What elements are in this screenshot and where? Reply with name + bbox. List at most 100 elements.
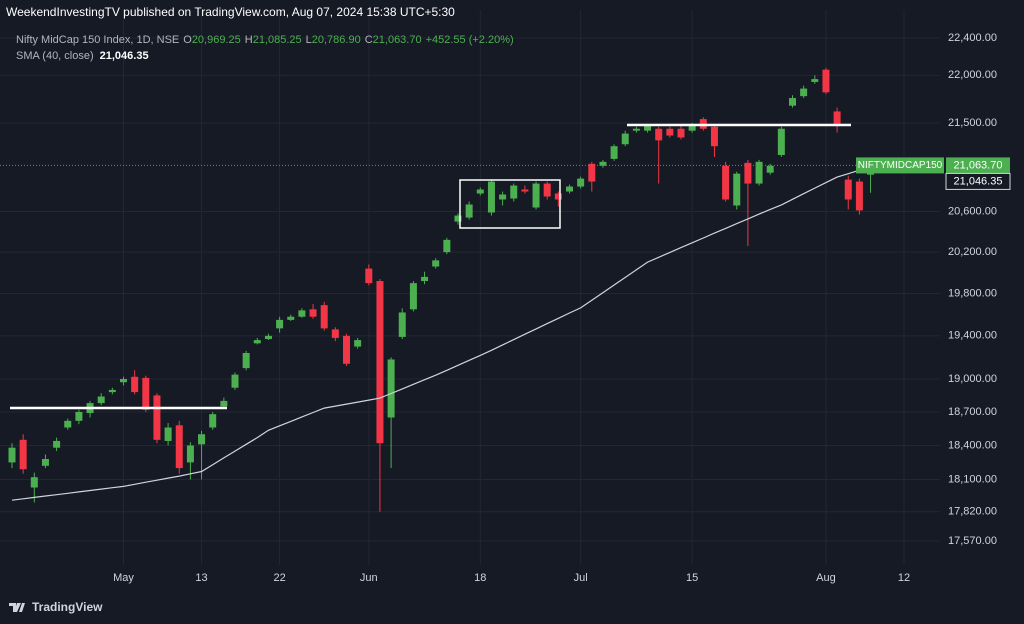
candle-body xyxy=(789,98,796,106)
candle-body xyxy=(64,420,72,428)
candle-body xyxy=(632,128,640,131)
y-tick-label: 17,820.00 xyxy=(948,506,997,518)
candle-body xyxy=(298,310,306,317)
candle-body xyxy=(8,447,16,463)
sma-value: 21,046.35 xyxy=(100,50,149,62)
sma-tag xyxy=(945,172,1011,190)
candle-body xyxy=(844,179,852,200)
candle-body xyxy=(532,183,540,208)
candle-body xyxy=(855,181,863,211)
x-tick-label: 18 xyxy=(474,572,486,584)
candle-body xyxy=(833,111,841,124)
candle-body xyxy=(577,178,585,187)
y-tick-label: 19,800.00 xyxy=(948,287,997,299)
candle-body xyxy=(777,128,785,155)
y-tick-label: 22,400.00 xyxy=(948,32,997,44)
x-tick-label: Jul xyxy=(574,572,588,584)
x-tick-label: Aug xyxy=(816,572,836,584)
candle-body xyxy=(487,181,495,213)
ohlc-key: C xyxy=(365,34,373,46)
x-tick-label: May xyxy=(113,572,134,584)
candle-body xyxy=(666,128,674,136)
candle-body xyxy=(722,165,730,200)
candle-body xyxy=(153,395,161,440)
published-note: WeekendInvestingTV published on TradingV… xyxy=(6,5,455,19)
candle-body xyxy=(543,183,551,197)
symbol-label: NIFTYMIDCAP150 xyxy=(858,160,943,171)
brand-logo xyxy=(9,603,25,612)
candle-body xyxy=(186,445,194,463)
x-tick-label: 15 xyxy=(686,572,698,584)
candle-body xyxy=(644,125,652,131)
candle-body xyxy=(343,335,350,364)
candle-body xyxy=(499,194,507,200)
symbol-legend: Nifty MidCap 150 Index, 1D, NSE O20,969.2… xyxy=(16,34,514,46)
y-tick-label: 22,000.00 xyxy=(948,69,997,81)
candle-body xyxy=(443,239,451,253)
ohlc-value: 21,085.25 xyxy=(253,34,302,46)
symbol-tag xyxy=(856,157,944,174)
candle-body xyxy=(231,374,239,388)
candle-body xyxy=(253,340,261,344)
candle-body xyxy=(198,434,206,445)
candle-body xyxy=(755,161,763,184)
x-tick-label: Jun xyxy=(360,572,378,584)
sma-legend: SMA (40, close) 21,046.35 xyxy=(16,50,149,62)
candle-body xyxy=(175,425,183,469)
candle-body xyxy=(120,378,127,383)
candle-body xyxy=(766,165,774,173)
candle-body xyxy=(554,193,562,200)
sma-name: SMA (40, close) xyxy=(16,50,94,62)
candle-body xyxy=(655,128,663,141)
y-tick-label: 18,700.00 xyxy=(948,406,997,418)
ohlc-key: L xyxy=(306,34,312,46)
ohlc-value: 21,063.70 xyxy=(373,34,422,46)
candle-body xyxy=(264,335,272,340)
y-tick-label: 18,400.00 xyxy=(948,439,997,451)
candle-body xyxy=(97,396,105,404)
candle-body xyxy=(387,359,395,418)
candle-body xyxy=(287,316,295,320)
candle-body xyxy=(677,128,685,138)
candle-body xyxy=(621,133,629,145)
y-tick-label: 18,100.00 xyxy=(948,473,997,485)
candle-body xyxy=(710,126,718,147)
candle-body xyxy=(476,189,484,194)
ohlc-value: 20,786.90 xyxy=(312,34,361,46)
x-tick-label: 22 xyxy=(273,572,285,584)
candle-body xyxy=(276,319,284,329)
candle-body xyxy=(521,189,529,192)
candle-body xyxy=(421,276,429,282)
price-label: 21,063.70 xyxy=(954,159,1003,171)
brand: TradingView xyxy=(32,600,103,614)
y-tick-label: 17,570.00 xyxy=(948,535,997,547)
sma-line xyxy=(11,166,871,501)
candle-body xyxy=(142,377,150,410)
candle-body xyxy=(800,88,808,97)
candle-body xyxy=(454,215,462,222)
candle-body xyxy=(164,427,172,441)
candle-body xyxy=(41,458,49,466)
candle-body xyxy=(30,477,38,488)
candle-body xyxy=(733,173,741,206)
candle-body xyxy=(599,161,607,166)
candle-body xyxy=(320,305,328,329)
candle-body xyxy=(220,400,228,407)
candle-body xyxy=(309,309,317,317)
candle-body xyxy=(108,389,116,393)
ohlc-value: 20,969.25 xyxy=(192,34,241,46)
price-tag xyxy=(946,157,1010,174)
candle-body xyxy=(822,69,830,93)
plot xyxy=(0,67,940,512)
change-value: +452.55 (+2.20%) xyxy=(426,34,514,46)
y-tick-label: 21,500.00 xyxy=(948,117,997,129)
candle-body xyxy=(510,185,518,199)
candle-body xyxy=(53,440,61,448)
x-tick-label: 12 xyxy=(898,572,910,584)
drawn-box xyxy=(459,179,561,229)
candle-body xyxy=(75,411,83,421)
candle-body xyxy=(465,204,473,218)
ohlc-key: H xyxy=(245,34,253,46)
grid xyxy=(0,10,940,565)
